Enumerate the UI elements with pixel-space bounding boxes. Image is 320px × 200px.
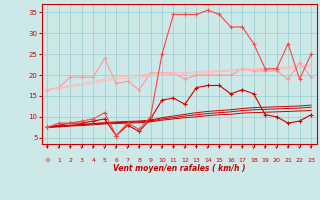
X-axis label: Vent moyen/en rafales ( km/h ): Vent moyen/en rafales ( km/h ) bbox=[113, 164, 245, 173]
